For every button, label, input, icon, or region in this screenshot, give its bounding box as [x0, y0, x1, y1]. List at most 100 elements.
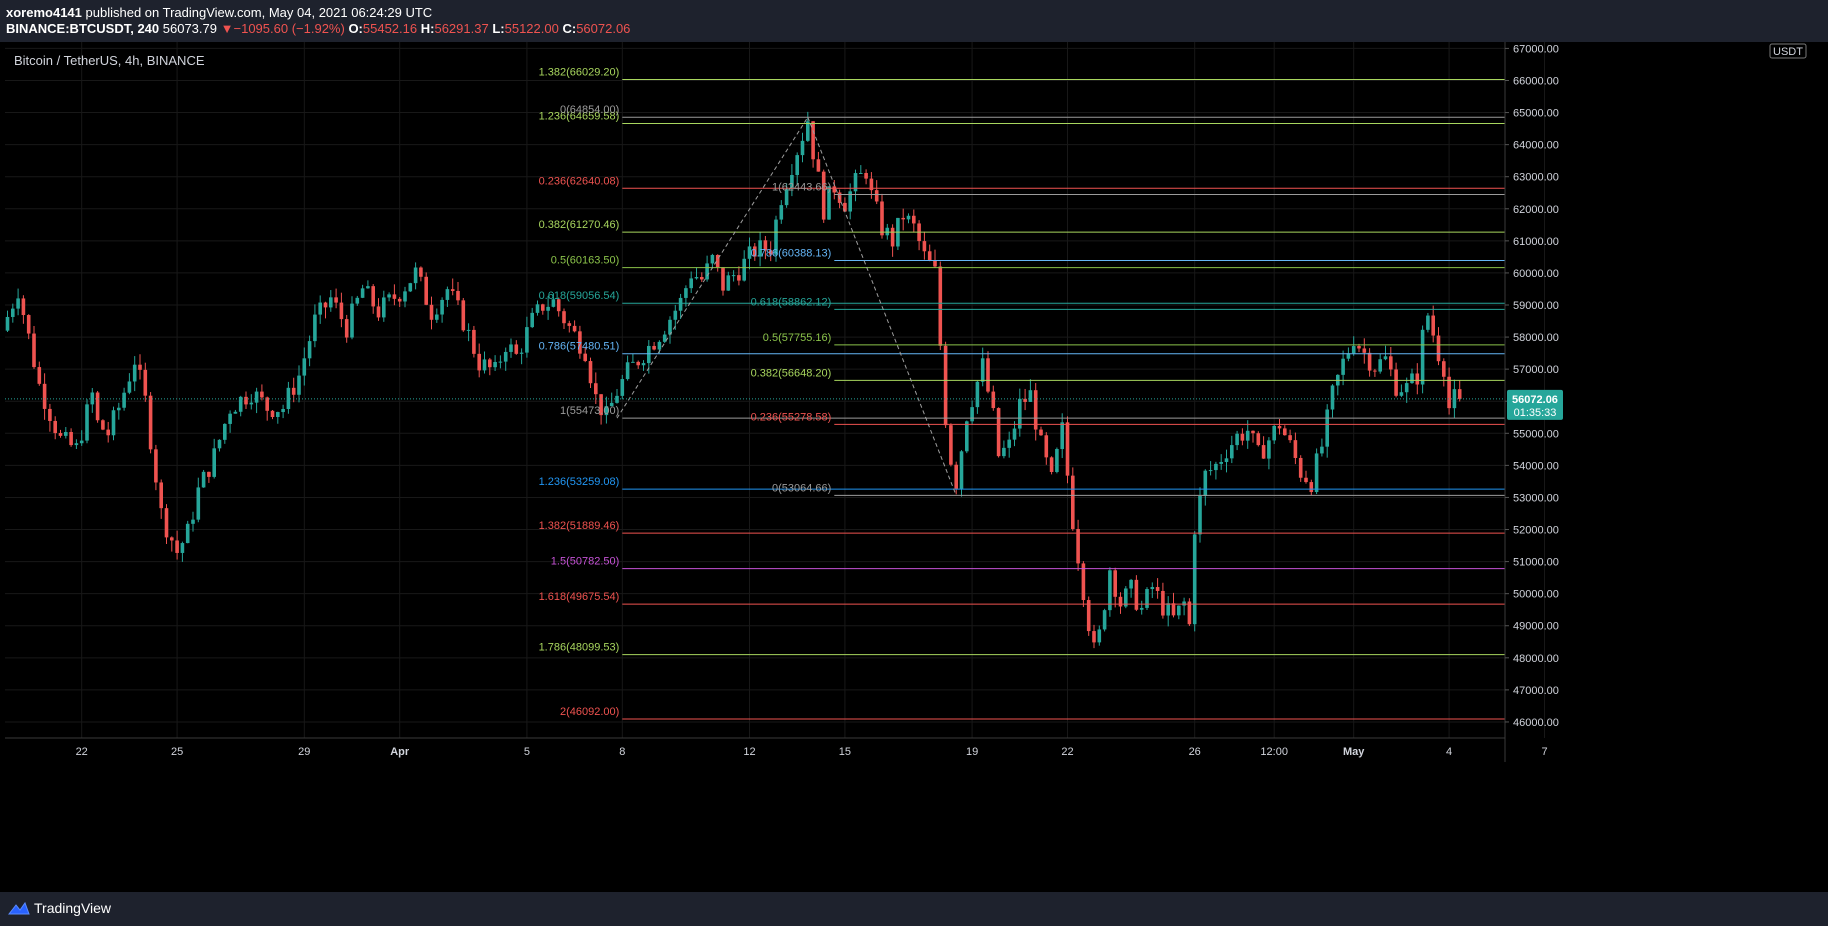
candle-body: [509, 344, 513, 352]
price-tick-label: 52000.00: [1513, 525, 1559, 537]
candle-body: [419, 267, 423, 277]
candle-body: [800, 140, 805, 156]
candle-body: [1330, 385, 1335, 410]
candle-body: [933, 260, 937, 267]
candle-body: [657, 341, 662, 350]
candle-body: [1224, 458, 1229, 463]
candle-body: [445, 289, 450, 300]
candle-body: [795, 155, 799, 176]
candle-body: [726, 275, 731, 291]
fib-level-label: 0.5(57755.16): [763, 332, 832, 344]
candle-body: [874, 190, 879, 202]
candle-body: [556, 299, 561, 312]
candle-body: [938, 266, 943, 346]
candle-body: [276, 412, 280, 418]
chart-header: xoremo4141 published on TradingView.com,…: [0, 0, 1828, 42]
price-tick-label: 59000.00: [1513, 300, 1559, 312]
fib-level-label: 0.382(61270.46): [539, 219, 620, 231]
candle-body: [758, 240, 762, 257]
author-name[interactable]: xoremo4141: [6, 5, 82, 20]
candle-body: [731, 275, 736, 277]
candle-body: [980, 358, 985, 382]
fib-level-label: 0.5(60163.50): [551, 255, 620, 267]
candle-body: [127, 381, 132, 393]
candle-body: [927, 251, 932, 261]
candle-body: [366, 286, 370, 289]
tradingview-logo-icon[interactable]: [8, 901, 30, 915]
candle-body: [403, 291, 407, 302]
price-chart[interactable]: 1.382(66029.20) 1.236(64659.58)0(64854.00…: [0, 42, 1828, 892]
candle-body: [254, 391, 259, 403]
candle-body: [318, 302, 322, 315]
candle-body: [668, 319, 672, 335]
candles: [5, 111, 1462, 649]
candle-body: [514, 344, 519, 354]
candle-body: [1023, 398, 1027, 402]
candle-body: [42, 383, 47, 409]
fib-level-label: 1.618(49675.54): [539, 591, 620, 603]
candle-body: [122, 392, 126, 408]
candle-body: [170, 537, 174, 541]
candle-body: [885, 227, 890, 236]
candle-body: [58, 433, 63, 436]
time-axis: 22 25 29 Apr 5 8 12 15 19 22 26 12:00 May 4 7: [5, 737, 1548, 758]
candle-body: [180, 543, 185, 553]
time-tick-label: 22: [1061, 746, 1073, 758]
candle-body: [79, 440, 84, 444]
chart-pane[interactable]: 1.382(66029.20) 1.236(64659.58) 0(64854.00…: [0, 42, 1828, 892]
candle-body: [1442, 361, 1446, 377]
candle-body: [291, 387, 296, 395]
fib-level-label: 1(62443.66): [772, 182, 831, 194]
chart-title: Bitcoin / TetherUS, 4h, BINANCE: [14, 53, 205, 68]
tradingview-brand[interactable]: TradingView: [34, 900, 112, 916]
candle-body: [1113, 570, 1117, 597]
candle-body: [662, 334, 667, 342]
candle-body: [843, 202, 847, 212]
candle-body: [1394, 369, 1398, 396]
candle-body: [1118, 596, 1123, 607]
candle-body: [551, 299, 556, 307]
candle-body: [111, 410, 116, 436]
price-tick-label: 62000.00: [1513, 204, 1559, 216]
candle-body: [48, 408, 52, 421]
time-tick-label: Apr: [390, 746, 410, 758]
candle-body: [1177, 605, 1181, 616]
candle-body: [1124, 588, 1128, 607]
candle-body: [1245, 430, 1250, 441]
last-price-tag-box: [1507, 389, 1563, 420]
candle-body: [583, 353, 587, 362]
price-tick-label: 50000.00: [1513, 589, 1559, 601]
candle-body: [859, 172, 863, 174]
candle-body: [355, 297, 360, 304]
candle-body: [1383, 356, 1388, 360]
time-tick-label: 5: [524, 746, 530, 758]
time-tick-label: 25: [171, 746, 183, 758]
time-tick-label: 12: [743, 746, 755, 758]
candle-body: [1055, 449, 1059, 473]
candle-body: [1187, 601, 1192, 625]
candle-body: [1431, 315, 1435, 336]
trend-line: [616, 116, 809, 419]
price-tick-label: 48000.00: [1513, 653, 1559, 665]
candle-body: [1150, 587, 1155, 590]
price-tick-label: 66000.00: [1513, 75, 1559, 87]
candle-body: [148, 395, 153, 450]
candle-body: [1033, 390, 1038, 430]
candle-body: [636, 361, 640, 366]
price-change: −1095.60 (−1.92%): [233, 21, 345, 36]
time-tick-label: 7: [1541, 746, 1547, 758]
time-tick-label: 4: [1446, 746, 1452, 758]
candle-body: [339, 302, 344, 320]
candle-body: [1346, 353, 1351, 359]
candle-body: [567, 323, 572, 326]
candle-body: [890, 227, 895, 247]
candle-body: [959, 451, 964, 489]
candle-body: [281, 408, 285, 413]
candle-body: [244, 396, 248, 405]
candle-body: [641, 363, 646, 366]
publish-info: xoremo4141 published on TradingView.com,…: [6, 5, 432, 20]
candle-body: [1235, 433, 1239, 446]
candle-body: [1325, 409, 1329, 447]
grid: [5, 42, 1545, 738]
candle-body: [1399, 392, 1404, 396]
